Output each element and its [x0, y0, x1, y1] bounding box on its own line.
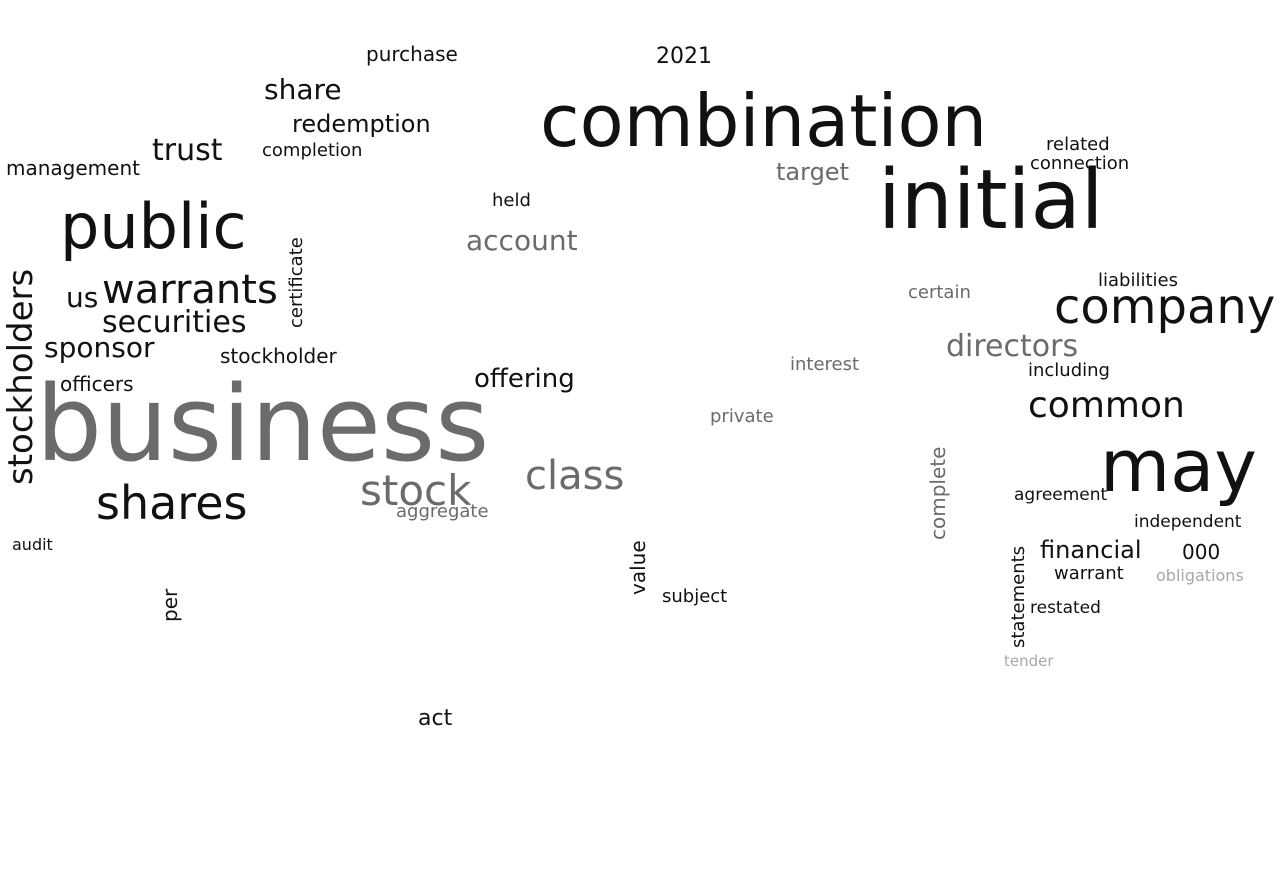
- word: aggregate: [396, 501, 489, 522]
- word: complete: [926, 446, 950, 540]
- word: certain: [908, 282, 971, 303]
- word: stockholders: [1, 268, 41, 485]
- word: management: [6, 156, 140, 180]
- word: offering: [474, 364, 575, 394]
- word: common: [1028, 385, 1185, 426]
- word: initial: [878, 153, 1104, 248]
- word: us: [66, 281, 99, 314]
- word: target: [776, 158, 849, 186]
- word: subject: [662, 586, 728, 607]
- word: shares: [96, 476, 248, 530]
- word: value: [626, 540, 650, 595]
- word: trust: [152, 133, 223, 168]
- word: liabilities: [1098, 270, 1178, 291]
- word: audit: [12, 535, 53, 554]
- word: related: [1046, 134, 1110, 155]
- word: stockholder: [220, 344, 337, 368]
- word: purchase: [366, 42, 458, 66]
- word: obligations: [1156, 566, 1244, 585]
- word: combination: [540, 79, 988, 163]
- word: may: [1100, 424, 1257, 508]
- word: restated: [1030, 598, 1101, 618]
- word: independent: [1134, 512, 1242, 532]
- word: agreement: [1014, 485, 1108, 505]
- word: tender: [1004, 652, 1054, 670]
- word: class: [525, 453, 625, 499]
- word: warrants: [102, 267, 278, 313]
- word: per: [158, 588, 182, 622]
- word: interest: [790, 354, 860, 375]
- word: including: [1028, 360, 1110, 381]
- word: officers: [60, 372, 134, 396]
- word: private: [710, 406, 774, 427]
- word: held: [492, 190, 531, 211]
- word: share: [264, 73, 342, 106]
- word: certificate: [286, 237, 307, 328]
- word: completion: [262, 140, 363, 161]
- word: business: [36, 363, 490, 485]
- word: stock: [360, 466, 472, 515]
- word: directors: [946, 329, 1079, 364]
- word: sponsor: [44, 331, 155, 364]
- word: company: [1054, 279, 1276, 335]
- word: securities: [102, 305, 247, 340]
- word: public: [60, 190, 247, 263]
- word: warrant: [1054, 563, 1124, 584]
- word: financial: [1040, 536, 1142, 564]
- word: account: [466, 224, 578, 257]
- word: act: [418, 706, 453, 731]
- word: 000: [1182, 540, 1221, 564]
- word: connection: [1030, 153, 1130, 174]
- word: redemption: [292, 110, 431, 138]
- word: 2021: [656, 44, 712, 69]
- word: statements: [1008, 545, 1029, 648]
